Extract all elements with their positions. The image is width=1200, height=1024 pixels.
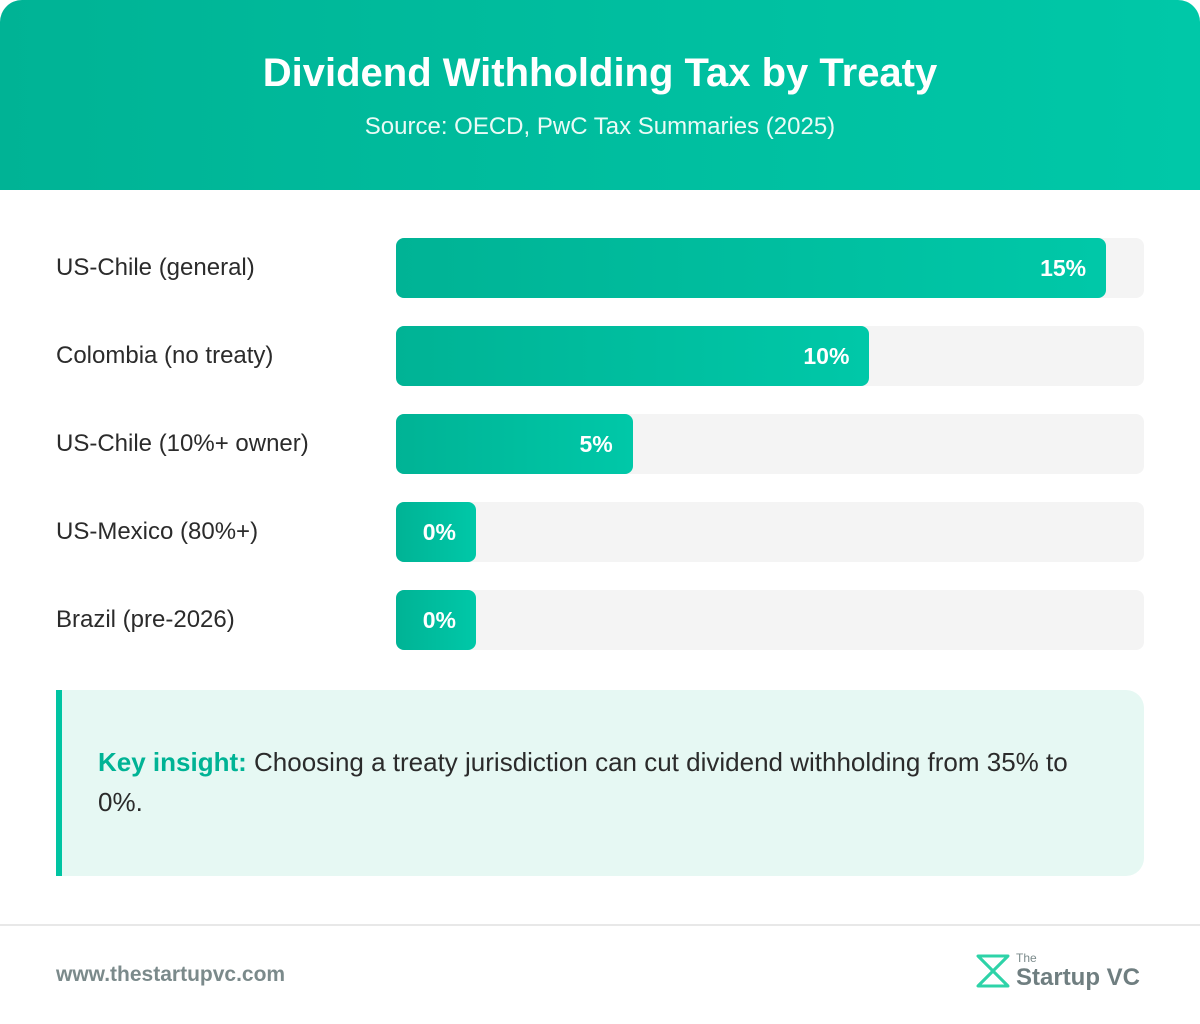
- bar-track: 15%: [396, 238, 1144, 298]
- header-banner: Dividend Withholding Tax by Treaty Sourc…: [0, 0, 1200, 190]
- bar-track: 0%: [396, 502, 1144, 562]
- category-label: Brazil (pre-2026): [56, 606, 235, 633]
- bar-value-label: 10%: [803, 343, 850, 369]
- insight-text: Key insight: Choosing a treaty jurisdict…: [98, 742, 1098, 822]
- bar-row: US-Chile (general) 15%: [0, 238, 1200, 298]
- bar-value-label: 15%: [1040, 255, 1087, 281]
- insight-body: Choosing a treaty jurisdiction can cut d…: [98, 747, 1068, 817]
- brand-logo: The Startup VC: [974, 950, 1146, 996]
- bar-value-label: 0%: [422, 607, 456, 633]
- footer-url-link[interactable]: www.thestartupvc.com: [56, 963, 286, 986]
- category-label: US-Chile (general): [56, 254, 255, 281]
- chart-subtitle: Source: OECD, PwC Tax Summaries (2025): [364, 113, 836, 140]
- bar-row: Colombia (no treaty) 10%: [0, 326, 1200, 386]
- bar: 0%: [396, 502, 476, 562]
- bar: 5%: [396, 414, 633, 474]
- bar: 0%: [396, 590, 476, 650]
- bar-track: 5%: [396, 414, 1144, 474]
- insight-key-label: Key insight:: [98, 747, 247, 777]
- chart-title: Dividend Withholding Tax by Treaty: [262, 51, 938, 95]
- insight-callout: Key insight: Choosing a treaty jurisdict…: [56, 690, 1144, 876]
- bar-row: US-Chile (10%+ owner) 5%: [0, 414, 1200, 474]
- category-label: US-Chile (10%+ owner): [56, 430, 309, 457]
- bar-row: Brazil (pre-2026) 0%: [0, 590, 1200, 650]
- bar-value-label: 5%: [579, 431, 613, 457]
- category-label: US-Mexico (80%+): [56, 518, 259, 545]
- category-label: Colombia (no treaty): [56, 342, 274, 369]
- bar-track: 10%: [396, 326, 1144, 386]
- bar-track: 0%: [396, 590, 1144, 650]
- bar: 10%: [396, 326, 870, 386]
- footer-divider: [0, 924, 1200, 926]
- bar: 15%: [396, 238, 1107, 298]
- logo-main-text: Startup VC: [1016, 964, 1141, 991]
- bar-chart: US-Chile (general) 15% Colombia (no treaty…: [0, 238, 1200, 650]
- bar-row: US-Mexico (80%+) 0%: [0, 502, 1200, 562]
- startup-vc-logo-icon: [976, 954, 1010, 988]
- bar-value-label: 0%: [422, 519, 456, 545]
- logo-small-text: The: [1016, 951, 1037, 965]
